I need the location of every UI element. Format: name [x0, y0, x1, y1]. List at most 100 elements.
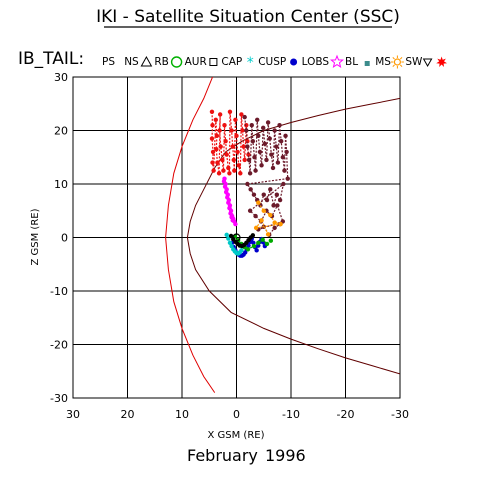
data-point: [256, 240, 261, 246]
data-point: [217, 112, 223, 117]
data-point: [252, 155, 257, 160]
data-point: [277, 197, 283, 203]
circle-icon: [170, 56, 183, 68]
data-point: [268, 212, 273, 218]
data-point: [242, 114, 247, 120]
footer-year: 1996: [265, 446, 306, 465]
sun-icon: [393, 58, 401, 66]
data-point: [213, 117, 218, 123]
data-point: [245, 181, 250, 187]
data-point: [251, 243, 257, 249]
data-point: [261, 125, 266, 131]
data-point: [274, 144, 279, 149]
data-point: [247, 171, 253, 176]
data-point: [260, 237, 265, 242]
data-point: [227, 171, 232, 176]
data-point: [272, 220, 277, 225]
data-point: [261, 192, 266, 197]
data-point: [283, 133, 288, 139]
legend-item-label: LOBS: [302, 56, 330, 68]
small-square-icon: [364, 61, 370, 66]
data-point: [233, 221, 238, 227]
data-point: [257, 149, 263, 155]
triangle-icon: [140, 55, 153, 67]
data-point: [227, 205, 232, 211]
earth-marker: [232, 233, 241, 242]
data-point: [245, 139, 250, 144]
star-icon: [330, 54, 344, 69]
data-point: [255, 117, 260, 123]
data-point: [271, 203, 276, 208]
data-point: [221, 168, 226, 173]
data-point: [232, 168, 237, 173]
page-title: IKI - Satellite Situation Center (SSC): [96, 7, 400, 27]
data-point: [225, 195, 230, 200]
data-point: [281, 181, 286, 187]
data-point: [253, 168, 258, 173]
data-point: [239, 248, 244, 253]
legend-label: IB_TAIL:: [18, 49, 84, 69]
data-point: [270, 165, 276, 171]
data-point: [275, 160, 281, 165]
data-point: [217, 128, 222, 133]
x-tick-label: -30: [391, 408, 409, 421]
data-point: [215, 160, 220, 165]
data-point: [218, 144, 223, 149]
footer-month: February: [187, 446, 258, 465]
sun-ray: [392, 57, 395, 60]
data-point: [264, 157, 269, 163]
data-point: [253, 225, 259, 231]
boundary-curve: [186, 151, 400, 375]
series-line: [244, 117, 289, 236]
x-axis-label: X GSM (RE): [207, 430, 264, 441]
data-point: [233, 117, 238, 123]
data-point: [268, 187, 273, 192]
legend-item-label: MS: [375, 56, 391, 68]
sun-ray: [399, 57, 403, 60]
x-tick-label: 0: [233, 408, 240, 421]
y-axis-label: Z GSM (RE): [30, 208, 41, 265]
legend: IB_TAIL: PS NS RB AUR CAP * CUSP LOBS BL MS SW: [18, 49, 447, 71]
data-point: [216, 171, 222, 176]
data-point: [240, 128, 245, 133]
boundary-curve: [165, 77, 216, 393]
data-point: [256, 133, 261, 139]
x-tick-label: -10: [282, 408, 300, 421]
data-point: [223, 139, 228, 144]
data-point: [268, 238, 274, 243]
data-point: [251, 192, 257, 197]
data-point: [264, 241, 270, 247]
legend-item-label: CUSP: [258, 56, 286, 68]
data-point: [275, 203, 280, 208]
data-point: [245, 144, 250, 149]
data-point: [245, 247, 251, 252]
data-point: [228, 233, 234, 239]
x-tick-label: 30: [66, 408, 80, 421]
data-point: [280, 155, 286, 160]
data-point: [236, 163, 241, 168]
data-point: [242, 157, 247, 163]
data-point: [221, 179, 227, 184]
data-point: [241, 144, 246, 149]
legend-item-label: RB: [154, 56, 169, 68]
data-point: [246, 152, 251, 157]
data-point: [264, 197, 270, 203]
x-tick-label: -20: [337, 408, 355, 421]
data-point: [265, 232, 271, 237]
data-point: [272, 225, 277, 231]
data-point: [256, 200, 261, 205]
data-point: [248, 187, 253, 192]
sun-ray: [392, 64, 395, 67]
data-point: [244, 128, 249, 133]
data-point: [278, 221, 283, 227]
data-point: [222, 122, 227, 128]
data-point: [269, 152, 274, 157]
y-tick-label: 0: [61, 232, 68, 245]
data-point: [210, 149, 216, 155]
asterisk-icon: *: [247, 55, 254, 71]
data-point: [230, 218, 235, 223]
data-point: [226, 165, 231, 171]
data-point: [224, 152, 229, 157]
data-point: [229, 128, 234, 133]
down-triangle-icon: [422, 58, 433, 68]
